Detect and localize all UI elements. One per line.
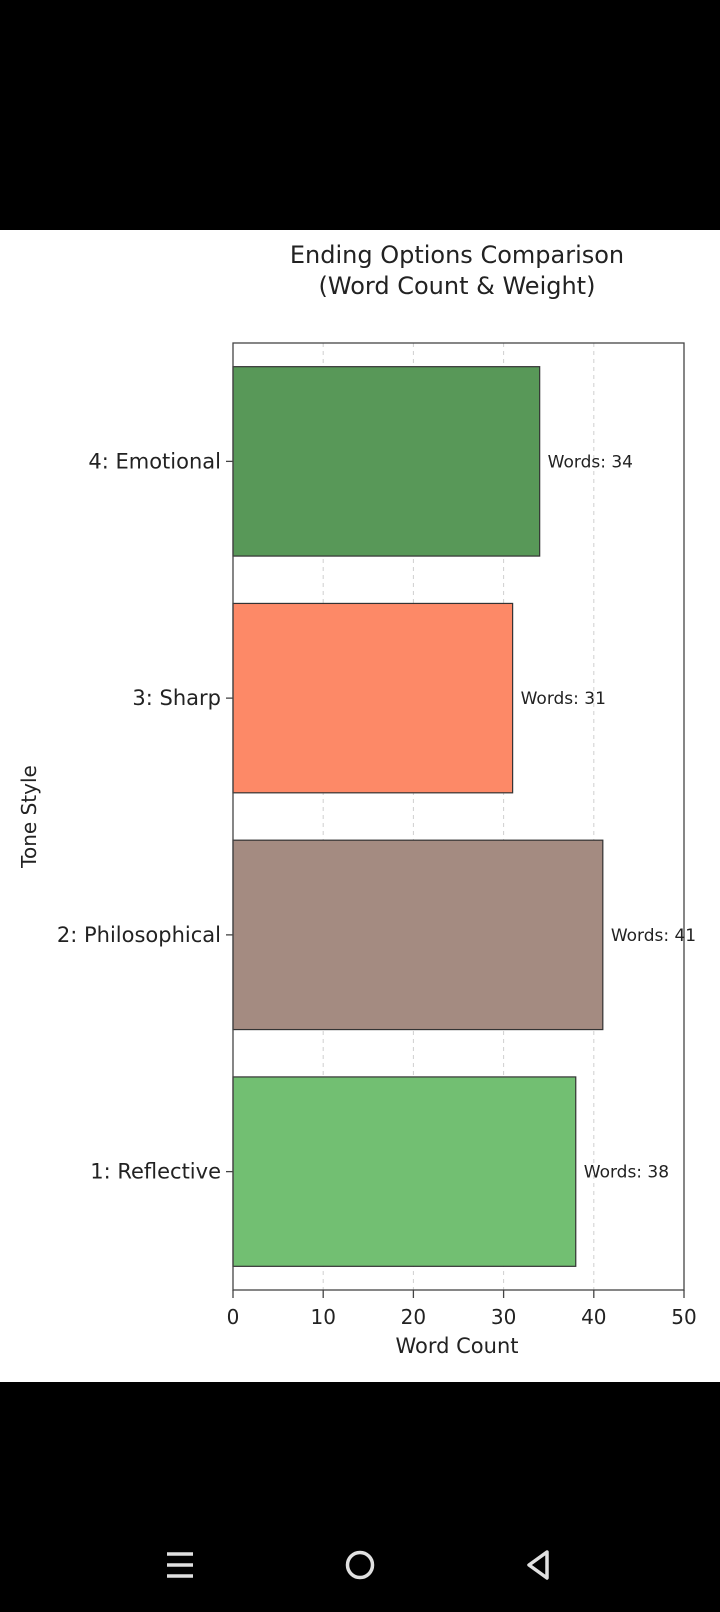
y-tick-label: 2: Philosophical: [57, 923, 221, 947]
home-button[interactable]: [325, 1530, 395, 1600]
menu-button[interactable]: [145, 1530, 215, 1600]
data-label: Words: 31: [521, 689, 606, 709]
bar: [232, 602, 514, 794]
x-tick-label: 50: [671, 1305, 696, 1329]
y-tick-label: 3: Sharp: [132, 686, 221, 710]
data-label: Words: 38: [584, 1163, 669, 1183]
navigation-bar: [0, 1382, 720, 1612]
grid-lines: [322, 343, 595, 1290]
chart-subtitle: (Word Count & Weight): [319, 272, 596, 300]
y-tick-label: 1: Reflective: [90, 1160, 221, 1184]
chart-panel: Ending Options Comparison (Word Count & …: [0, 230, 720, 1382]
x-tick-label: 40: [581, 1305, 606, 1329]
data-label: Words: 41: [611, 926, 696, 946]
chart-title: Ending Options Comparison: [290, 241, 624, 269]
bar: [232, 839, 604, 1031]
plot-frame: [232, 342, 685, 1291]
back-triangle-icon: [527, 1550, 549, 1580]
y-axis-label: Tone Style: [17, 765, 41, 869]
x-axis-label: Word Count: [395, 1334, 518, 1358]
status-area: [0, 0, 720, 230]
y-tick-label: 4: Emotional: [88, 449, 221, 473]
x-tick-label: 10: [310, 1305, 335, 1329]
data-labels: Words: 38 Words: 41 Words: 31 Words: 34: [521, 452, 697, 1182]
data-label: Words: 34: [548, 452, 633, 472]
chart: Ending Options Comparison (Word Count & …: [17, 241, 697, 1358]
bar: [232, 1076, 577, 1267]
back-button[interactable]: [503, 1530, 573, 1600]
bar: [232, 366, 541, 557]
x-tick-label: 30: [491, 1305, 516, 1329]
menu-icon: [167, 1552, 193, 1578]
ticks: 0 10 20 30 40 50 1: Reflective 2: Philosophical…: [57, 449, 697, 1329]
bars: [232, 366, 604, 1267]
x-tick-label: 0: [227, 1305, 240, 1329]
x-tick-label: 20: [401, 1305, 426, 1329]
home-circle-icon: [345, 1550, 375, 1580]
